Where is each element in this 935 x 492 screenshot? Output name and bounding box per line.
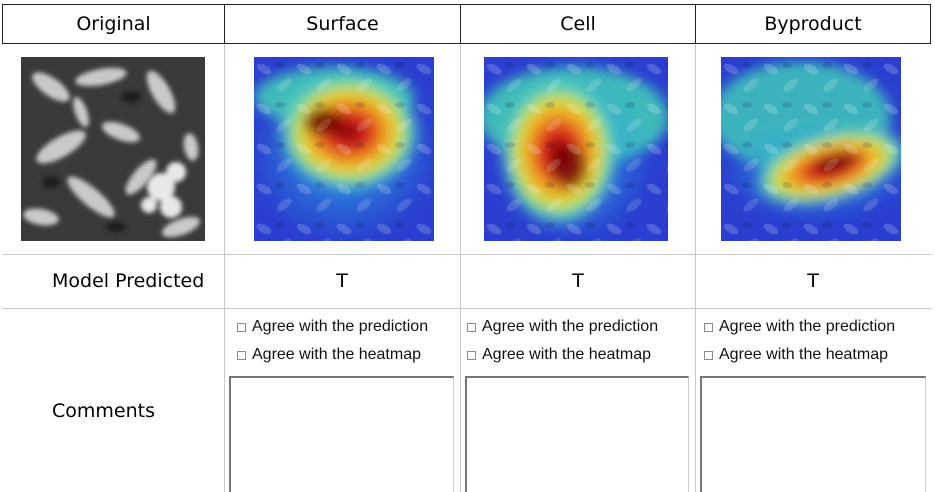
byproduct-prediction: T [807, 270, 819, 292]
surface-agree-heatmap-checkbox[interactable]: Agree with the heatmap [237, 346, 421, 364]
grid-divider [695, 44, 696, 492]
surface-prediction: T [336, 270, 348, 292]
checkbox-icon[interactable] [467, 322, 476, 332]
checkbox-label: Agree with the prediction [482, 318, 659, 335]
column-header-original: Original [2, 4, 225, 44]
original-image [21, 57, 205, 241]
cell-comment-textarea[interactable] [465, 376, 689, 492]
cell-heatmap-image [484, 57, 668, 241]
cell-agree-heatmap-checkbox[interactable]: Agree with the heatmap [467, 346, 651, 364]
checkbox-icon[interactable] [467, 350, 476, 360]
byproduct-comment-textarea[interactable] [700, 376, 926, 492]
checkbox-label: Agree with the prediction [719, 318, 896, 335]
row-label-comments: Comments [52, 400, 155, 422]
checkbox-icon[interactable] [704, 322, 713, 332]
checkbox-label: Agree with the heatmap [482, 346, 651, 363]
checkbox-label: Agree with the heatmap [719, 346, 888, 363]
checkbox-icon[interactable] [237, 350, 246, 360]
column-header-surface: Surface [224, 4, 461, 44]
grid-divider [460, 44, 461, 492]
row-divider [2, 254, 932, 255]
surface-agree-prediction-checkbox[interactable]: Agree with the prediction [237, 318, 428, 336]
byproduct-heatmap-image [721, 57, 901, 241]
cell-prediction: T [572, 270, 584, 292]
row-label-model-predicted: Model Predicted [52, 270, 205, 292]
column-header-cell: Cell [460, 4, 696, 44]
checkbox-label: Agree with the heatmap [252, 346, 421, 363]
checkbox-label: Agree with the prediction [252, 318, 429, 335]
surface-comment-textarea[interactable] [229, 376, 454, 492]
byproduct-agree-heatmap-checkbox[interactable]: Agree with the heatmap [704, 346, 888, 364]
column-header-byproduct: Byproduct [695, 4, 931, 44]
grid-divider [224, 44, 225, 492]
checkbox-icon[interactable] [237, 322, 246, 332]
cell-agree-prediction-checkbox[interactable]: Agree with the prediction [467, 318, 658, 336]
byproduct-agree-prediction-checkbox[interactable]: Agree with the prediction [704, 318, 895, 336]
row-divider [2, 308, 932, 309]
checkbox-icon[interactable] [704, 350, 713, 360]
surface-heatmap-image [254, 57, 434, 241]
